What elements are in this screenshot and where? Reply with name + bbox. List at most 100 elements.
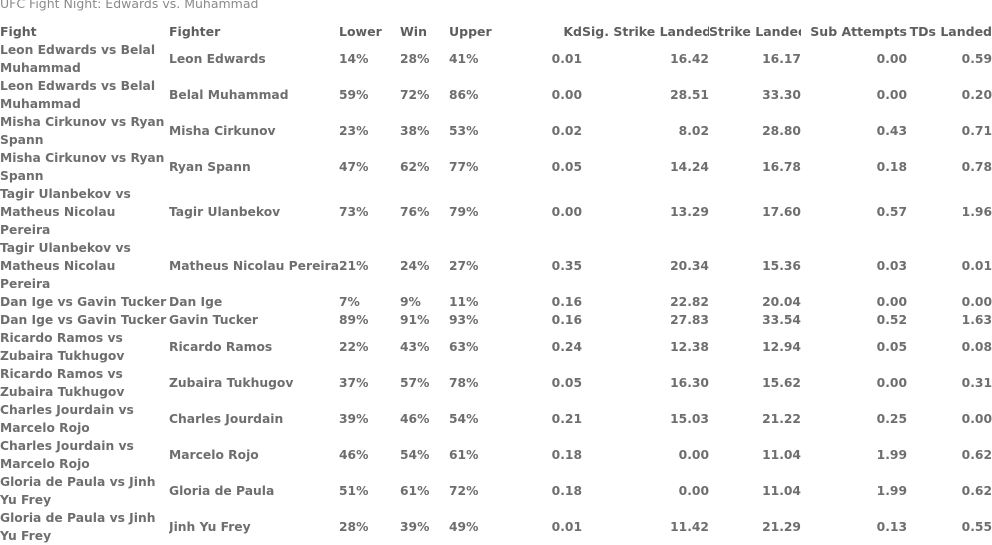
fight-stats-table: Fight Fighter Lower Win Upper Kd Sig. St… bbox=[0, 22, 992, 545]
header-fight[interactable]: Fight bbox=[0, 23, 37, 39]
header-win[interactable]: Win bbox=[400, 23, 427, 39]
page-title: UFC Fight Night: Edwards vs. Muhammad bbox=[0, 0, 259, 11]
cell-kd: 0.35 bbox=[551, 259, 582, 273]
cell-fight: Ricardo Ramos vs Zubaira Tukhugov bbox=[0, 367, 125, 399]
cell-sub-attempts: 0.43 bbox=[876, 124, 907, 138]
cell-fight: Dan Ige vs Gavin Tucker bbox=[0, 313, 167, 327]
cell-sub-attempts: 0.18 bbox=[876, 160, 907, 174]
cell-fighter: Ricardo Ramos bbox=[169, 340, 273, 354]
cell-upper: 41% bbox=[449, 52, 479, 66]
cell-tds-landed: 0.31 bbox=[961, 376, 992, 390]
table-row: Tagir Ulanbekov vs Matheus Nicolau Perei… bbox=[0, 185, 992, 239]
cell-kd: 0.18 bbox=[551, 484, 582, 498]
table-row: Charles Jourdain vs Marcelo Rojo Charles… bbox=[0, 401, 992, 437]
cell-lower: 22% bbox=[339, 340, 369, 354]
cell-upper: 77% bbox=[449, 160, 479, 174]
cell-fighter: Jinh Yu Frey bbox=[169, 520, 251, 534]
cell-fighter: Misha Cirkunov bbox=[169, 124, 276, 138]
cell-sig-strike-landed: 0.00 bbox=[678, 448, 709, 462]
cell-tds-landed: 1.63 bbox=[961, 313, 992, 327]
cell-win: 38% bbox=[400, 124, 430, 138]
cell-fight: Leon Edwards vs Belal Muhammad bbox=[0, 43, 156, 75]
cell-fighter: Zubaira Tukhugov bbox=[169, 376, 294, 390]
cell-tds-landed: 0.78 bbox=[961, 160, 992, 174]
cell-kd: 0.01 bbox=[551, 520, 582, 534]
cell-tds-landed: 0.62 bbox=[961, 484, 992, 498]
cell-win: 39% bbox=[400, 520, 430, 534]
cell-strike-landed: 21.22 bbox=[762, 412, 801, 426]
cell-fight: Tagir Ulanbekov vs Matheus Nicolau Perei… bbox=[0, 187, 131, 237]
cell-sig-strike-landed: 20.34 bbox=[670, 259, 709, 273]
cell-sub-attempts: 1.99 bbox=[876, 448, 907, 462]
cell-upper: 53% bbox=[449, 124, 479, 138]
header-tds-landed[interactable]: TDs Landed bbox=[909, 23, 992, 39]
cell-upper: 54% bbox=[449, 412, 479, 426]
cell-sig-strike-landed: 11.42 bbox=[670, 520, 709, 534]
cell-tds-landed: 0.71 bbox=[961, 124, 992, 138]
cell-sub-attempts: 0.25 bbox=[876, 412, 907, 426]
cell-win: 57% bbox=[400, 376, 430, 390]
cell-sig-strike-landed: 28.51 bbox=[670, 88, 709, 102]
cell-fighter: Ryan Spann bbox=[169, 160, 251, 174]
cell-upper: 72% bbox=[449, 484, 479, 498]
header-lower[interactable]: Lower bbox=[339, 23, 382, 39]
cell-fighter: Dan Ige bbox=[169, 295, 223, 309]
header-sub-attempts[interactable]: Sub Attempts bbox=[810, 23, 907, 39]
cell-kd: 0.05 bbox=[551, 376, 582, 390]
cell-lower: 39% bbox=[339, 412, 369, 426]
cell-kd: 0.24 bbox=[551, 340, 582, 354]
cell-sub-attempts: 0.13 bbox=[876, 520, 907, 534]
cell-tds-landed: 0.55 bbox=[961, 520, 992, 534]
cell-fight: Gloria de Paula vs Jinh Yu Frey bbox=[0, 511, 156, 543]
table-row: Dan Ige vs Gavin Tucker Gavin Tucker 89%… bbox=[0, 311, 992, 329]
cell-sub-attempts: 1.99 bbox=[876, 484, 907, 498]
cell-lower: 73% bbox=[339, 205, 369, 219]
table-row: Dan Ige vs Gavin Tucker Dan Ige 7% 9% 11… bbox=[0, 293, 992, 311]
table-row: Misha Cirkunov vs Ryan Spann Ryan Spann … bbox=[0, 149, 992, 185]
cell-win: 72% bbox=[400, 88, 430, 102]
cell-tds-landed: 1.96 bbox=[961, 205, 992, 219]
cell-strike-landed: 17.60 bbox=[762, 205, 801, 219]
cell-fight: Charles Jourdain vs Marcelo Rojo bbox=[0, 403, 134, 435]
cell-fight: Gloria de Paula vs Jinh Yu Frey bbox=[0, 475, 156, 507]
cell-fight: Charles Jourdain vs Marcelo Rojo bbox=[0, 439, 134, 471]
cell-tds-landed: 0.00 bbox=[961, 295, 992, 309]
cell-fighter: Leon Edwards bbox=[169, 52, 266, 66]
cell-kd: 0.16 bbox=[551, 313, 582, 327]
cell-sig-strike-landed: 15.03 bbox=[670, 412, 709, 426]
cell-fight: Leon Edwards vs Belal Muhammad bbox=[0, 79, 156, 111]
cell-tds-landed: 0.00 bbox=[961, 412, 992, 426]
cell-lower: 7% bbox=[339, 295, 360, 309]
table-row: Leon Edwards vs Belal Muhammad Belal Muh… bbox=[0, 77, 992, 113]
header-fighter[interactable]: Fighter bbox=[169, 23, 221, 39]
cell-sig-strike-landed: 16.30 bbox=[670, 376, 709, 390]
cell-win: 54% bbox=[400, 448, 430, 462]
cell-kd: 0.16 bbox=[551, 295, 582, 309]
header-strike-landed[interactable]: Strike Landed bbox=[709, 23, 801, 39]
cell-upper: 93% bbox=[449, 313, 479, 327]
table-row: Charles Jourdain vs Marcelo Rojo Marcelo… bbox=[0, 437, 992, 473]
cell-sub-attempts: 0.00 bbox=[876, 295, 907, 309]
header-upper[interactable]: Upper bbox=[449, 23, 492, 39]
header-sig-strike-landed[interactable]: Sig. Strike Landed bbox=[582, 23, 709, 39]
cell-strike-landed: 15.62 bbox=[762, 376, 801, 390]
cell-tds-landed: 0.20 bbox=[961, 88, 992, 102]
cell-sig-strike-landed: 13.29 bbox=[670, 205, 709, 219]
cell-sub-attempts: 0.03 bbox=[876, 259, 907, 273]
cell-sig-strike-landed: 14.24 bbox=[670, 160, 709, 174]
cell-sub-attempts: 0.05 bbox=[876, 340, 907, 354]
cell-fighter: Charles Jourdain bbox=[169, 412, 284, 426]
header-kd[interactable]: Kd bbox=[563, 23, 582, 39]
cell-sig-strike-landed: 12.38 bbox=[670, 340, 709, 354]
cell-fighter: Marcelo Rojo bbox=[169, 448, 259, 462]
cell-sub-attempts: 0.00 bbox=[876, 52, 907, 66]
cell-strike-landed: 11.04 bbox=[762, 484, 801, 498]
cell-win: 91% bbox=[400, 313, 430, 327]
cell-upper: 27% bbox=[449, 259, 479, 273]
cell-kd: 0.01 bbox=[551, 52, 582, 66]
cell-tds-landed: 0.62 bbox=[961, 448, 992, 462]
cell-fight: Ricardo Ramos vs Zubaira Tukhugov bbox=[0, 331, 125, 363]
cell-sig-strike-landed: 0.00 bbox=[678, 484, 709, 498]
table-row: Tagir Ulanbekov vs Matheus Nicolau Perei… bbox=[0, 239, 992, 293]
cell-strike-landed: 28.80 bbox=[762, 124, 801, 138]
